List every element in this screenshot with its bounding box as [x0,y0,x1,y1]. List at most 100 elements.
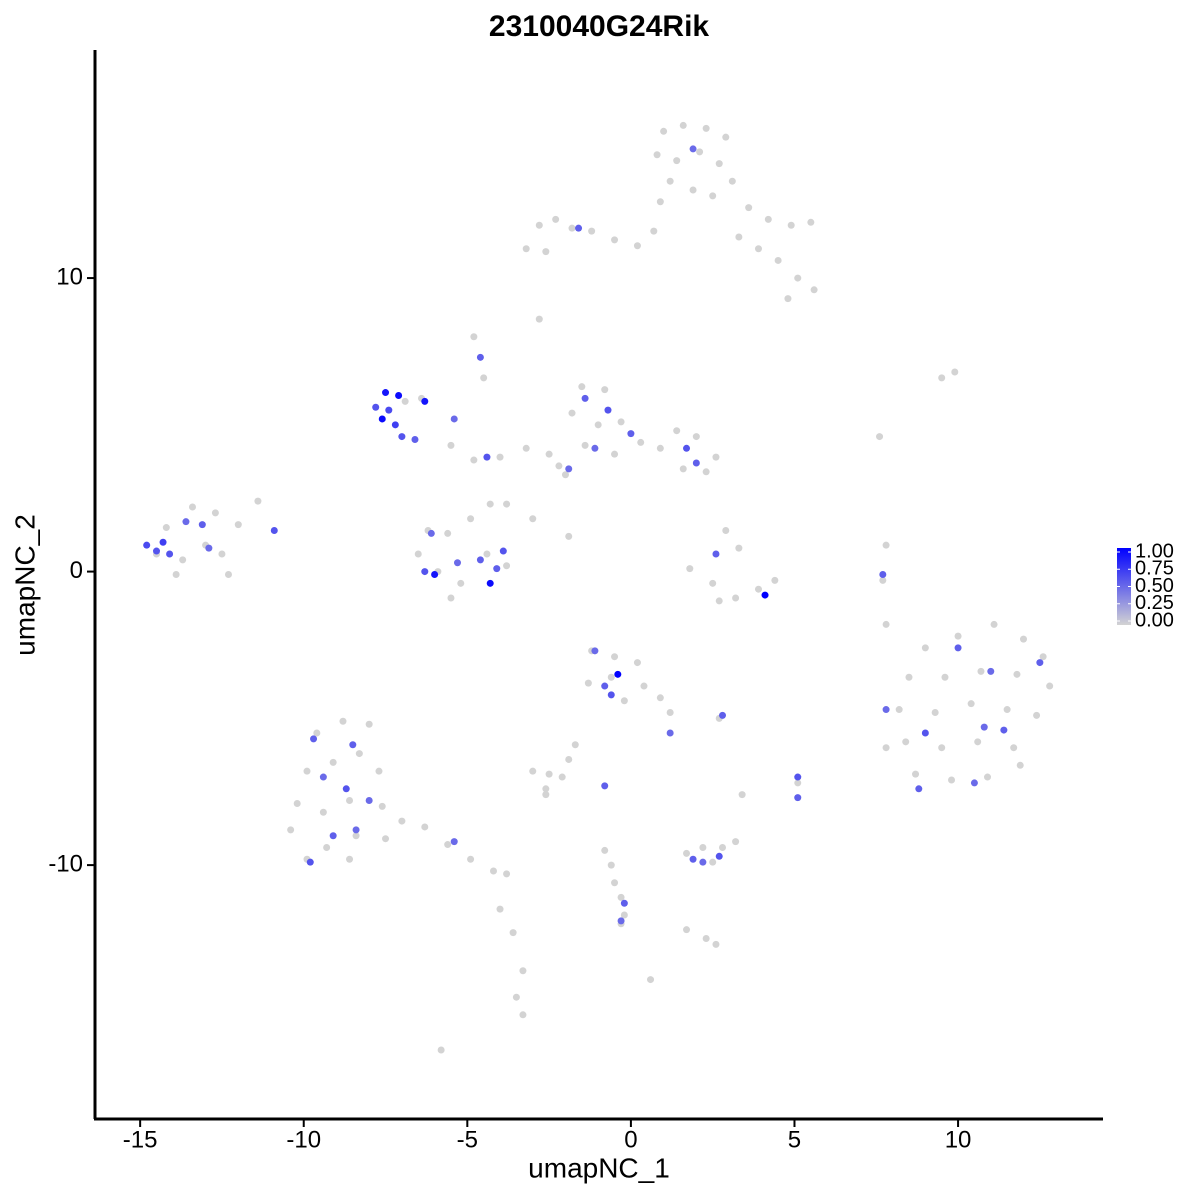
cell-point [611,653,619,661]
cell-point [882,706,890,714]
cell-point [915,785,923,793]
cell-point [496,453,504,461]
cell-point [444,841,452,849]
cell-point [431,571,439,579]
cell-point [709,858,717,866]
cell-point [627,430,635,438]
cell-point [346,797,354,805]
cell-point [633,242,641,250]
cell-point [254,497,262,505]
cell-point [794,794,802,802]
cell-point [879,576,887,584]
cell-point [692,433,700,441]
colorbar-label: 1.00 [1135,540,1174,562]
cell-point [342,785,350,793]
cell-point [660,127,668,135]
cell-point [565,465,573,473]
cell-point [673,157,681,165]
cell-point [565,532,573,540]
cell-point [166,550,174,558]
cell-point [1010,744,1018,752]
cell-point [218,550,226,558]
cell-point [365,797,373,805]
points [143,121,1054,1054]
cell-point [921,644,929,652]
cell-point [712,453,720,461]
cell-point [470,333,478,341]
x-tick-label: 5 [788,1126,801,1153]
cell-point [611,879,619,887]
colorbar [1117,548,1131,625]
cell-point [990,620,998,628]
cell-point [601,782,609,790]
cell-point [398,817,406,825]
cell-point [401,397,409,405]
cell-point [689,186,697,194]
cell-point [578,383,586,391]
cell-point [921,729,929,737]
cell-point [352,832,360,840]
cell-point [666,708,674,716]
cell-point [503,870,511,878]
cell-point [486,500,494,508]
cell-point [378,802,386,810]
cell-point [735,233,743,241]
cell-point [709,579,717,587]
cell-point [329,758,337,766]
cell-point [1013,670,1021,678]
cell-point [522,444,530,452]
cell-point [787,221,795,229]
cell-point [732,594,740,602]
y-tick-label: -10 [48,850,83,877]
cell-point [421,568,429,576]
cell-point [489,867,497,875]
cell-point [480,374,488,382]
cell-point [552,215,560,223]
cell-point [882,620,890,628]
cell-point [483,453,491,461]
cell-point [607,861,615,869]
cell-point [1003,706,1011,714]
cell-point [905,673,913,681]
cell-point [372,403,380,411]
cell-point [656,694,664,702]
cell-point [542,785,550,793]
cell-point [450,415,458,423]
x-tick-label: -15 [123,1126,158,1153]
cell-point [912,770,920,778]
cell-point [447,594,455,602]
cell-point [509,929,517,937]
cell-point [339,717,347,725]
cell-point [571,741,579,749]
cell-point [287,826,295,834]
cell-point [702,124,710,132]
cell-point [182,518,190,526]
cell-point [584,679,592,687]
cell-point [745,204,753,212]
cell-point [421,397,429,405]
cell-point [882,541,890,549]
cell-point [581,441,589,449]
cell-point [306,858,314,866]
cell-point [542,791,550,799]
cell-point [382,389,390,397]
cell-point [666,729,674,737]
cell-point [784,295,792,303]
cell-point [447,441,455,449]
cell-point [414,550,422,558]
cell-point [722,133,730,141]
cell-point [421,823,429,831]
cell-point [519,1011,527,1019]
cell-point [967,700,975,708]
cell-point [647,976,655,984]
cell-point [591,444,599,452]
cell-point [395,391,403,399]
cell-point [1033,711,1041,719]
cell-point [329,832,337,840]
cell-point [679,121,687,129]
cell-point [319,773,327,781]
cell-point [974,738,982,746]
cell-point [581,394,589,402]
cell-point [522,245,530,253]
cell-point [496,905,504,913]
